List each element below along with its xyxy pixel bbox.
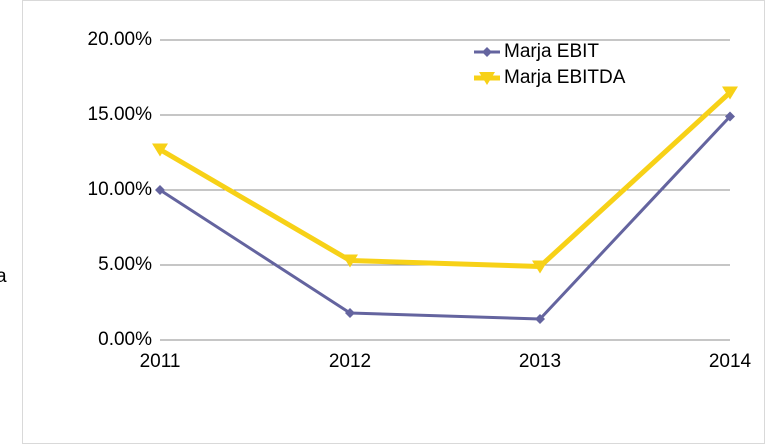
- x-tick-label: 2011: [140, 351, 181, 372]
- series-line: [159, 115, 732, 321]
- legend-label: Marja EBITDA: [504, 67, 626, 88]
- chart-frame: [22, 0, 765, 444]
- y-tick-label: 15.00%: [88, 104, 153, 125]
- legend-marker: [482, 47, 492, 57]
- data-point: [155, 185, 165, 195]
- data-point: [722, 86, 738, 100]
- data-point: [532, 260, 548, 274]
- y-tick-label: 10.00%: [88, 179, 153, 200]
- y-tick-label: 0.00%: [98, 329, 152, 350]
- legend-marker: [479, 72, 495, 85]
- y-tick-label: 20.00%: [88, 29, 153, 50]
- legend-label: Marja EBIT: [504, 41, 599, 62]
- data-point: [725, 111, 735, 122]
- data-point: [345, 308, 355, 318]
- annotation: a: [0, 266, 7, 287]
- x-tick-label: 2013: [519, 351, 561, 372]
- x-tick-label: 2012: [329, 351, 371, 372]
- data-point: [152, 143, 168, 157]
- y-tick-label: 5.00%: [98, 254, 152, 275]
- data-point: [535, 314, 545, 324]
- x-tick-label: 2014: [709, 351, 752, 372]
- series-line: [158, 90, 732, 269]
- data-point: [342, 254, 358, 268]
